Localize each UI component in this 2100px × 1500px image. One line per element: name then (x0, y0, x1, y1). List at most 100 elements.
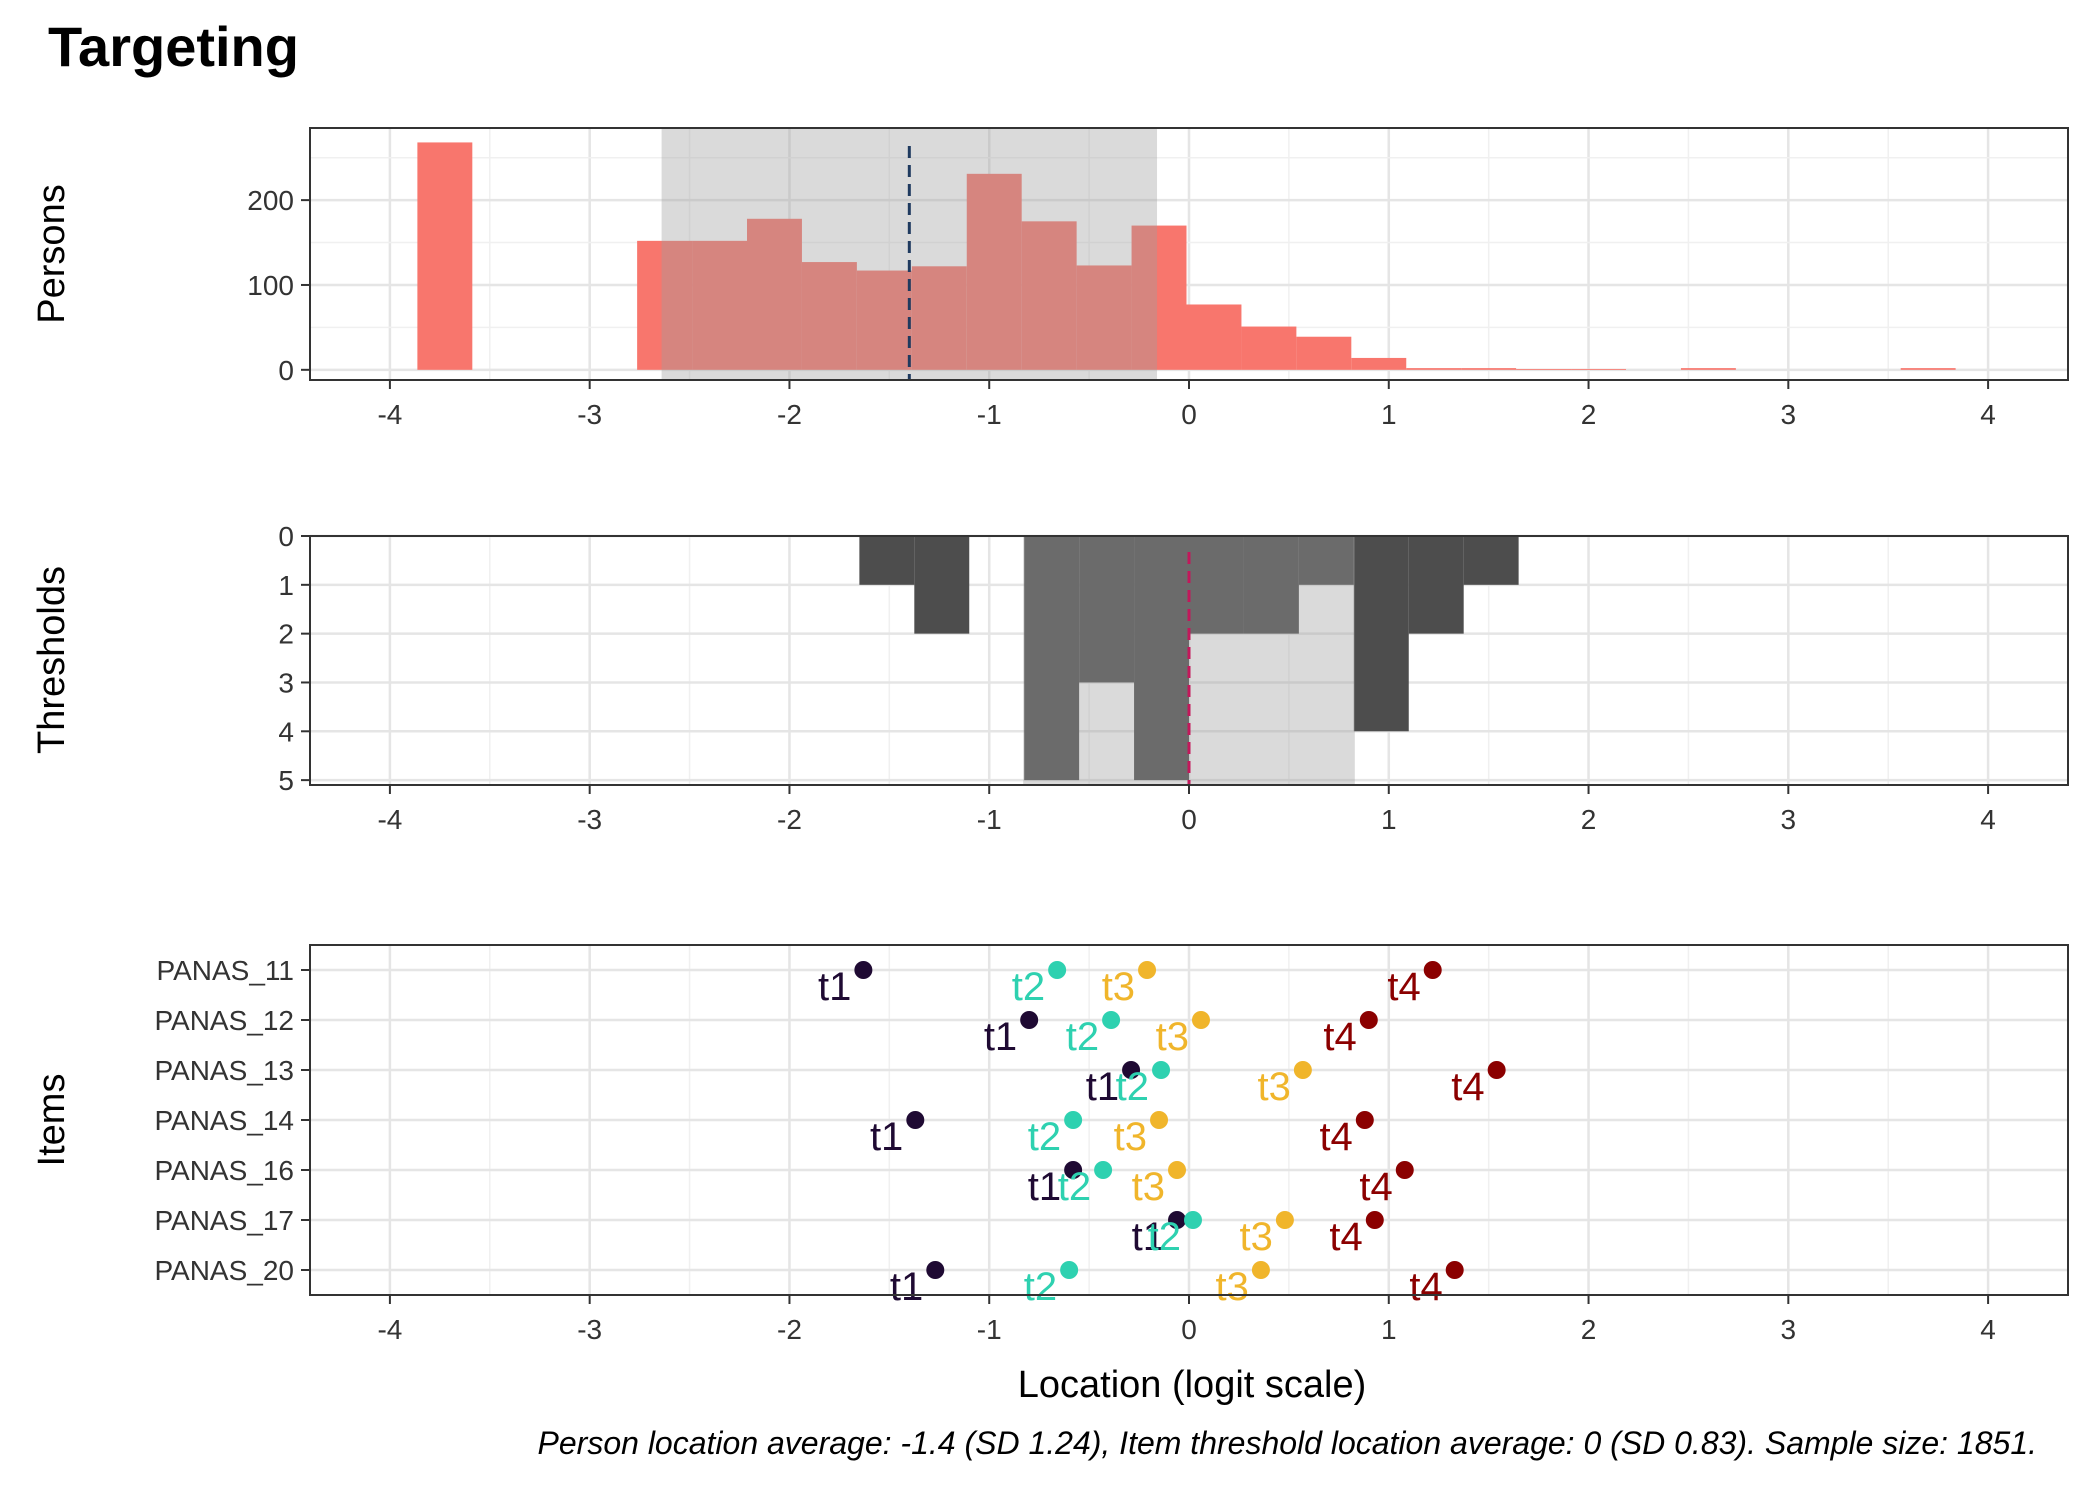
x-tick-label: 4 (1980, 399, 1996, 430)
item-label: PANAS_16 (154, 1155, 294, 1186)
panel-border (309, 127, 2069, 381)
threshold-label-t3: t3 (1102, 965, 1135, 1009)
item-label: PANAS_13 (154, 1055, 294, 1086)
y-tick-label: 100 (247, 270, 294, 301)
y-axis-title: Items (31, 1074, 73, 1167)
persons-bar (637, 240, 693, 370)
threshold-label-t1: t1 (818, 965, 851, 1009)
threshold-label-t3: t3 (1156, 1015, 1189, 1059)
y-tick-label: 200 (247, 185, 294, 216)
threshold-point-t2 (1094, 1161, 1113, 1179)
y-tick-label: 3 (278, 667, 294, 698)
y-tick-label: 5 (278, 765, 294, 796)
x-axis-title: Location (logit scale) (1018, 1364, 1367, 1406)
x-tick-label: 3 (1781, 399, 1797, 430)
threshold-point-t2 (1048, 961, 1067, 979)
threshold-point-t4 (1365, 1211, 1384, 1229)
threshold-label-t2: t2 (1066, 1015, 1099, 1059)
threshold-label-t4: t4 (1409, 1265, 1442, 1309)
threshold-point-t4 (1395, 1161, 1414, 1179)
threshold-point-t1 (1168, 1211, 1187, 1229)
x-tick-label: 1 (1381, 399, 1397, 430)
persons-bar (1021, 221, 1077, 370)
persons-panel: 0 100 200 -4 -3 -2 -1 0 1 2 3 4 Persons (31, 127, 2069, 430)
y-axis-title: Persons (31, 184, 73, 323)
threshold-point-t2 (1064, 1111, 1083, 1129)
threshold-label-t3: t3 (1240, 1215, 1273, 1259)
x-tick-label: -1 (977, 399, 1002, 430)
threshold-label-t1: t1 (984, 1015, 1017, 1059)
persons-bar (1900, 368, 1956, 370)
threshold-label-t1: t1 (1028, 1165, 1061, 1209)
threshold-label-t4: t4 (1329, 1215, 1362, 1259)
y-axis-title: Thresholds (31, 566, 73, 754)
thresholds-bar (1024, 536, 1080, 781)
threshold-label-t2: t2 (1148, 1215, 1181, 1259)
threshold-label-t1: t1 (890, 1265, 923, 1309)
thresholds-bar (1298, 536, 1354, 585)
y-tick-label: 1 (278, 570, 294, 601)
threshold-label-t2: t2 (1024, 1265, 1057, 1309)
thresholds-bar (1463, 536, 1519, 585)
x-tick-label: 4 (1980, 804, 1996, 835)
chart-title: Targeting (48, 15, 299, 78)
threshold-point-t3 (1293, 1061, 1312, 1079)
y-tick-label: 2 (278, 619, 294, 650)
item-label: PANAS_11 (157, 955, 294, 986)
x-tick-label: -4 (377, 804, 402, 835)
persons-bar (1351, 357, 1407, 370)
panel-border (309, 535, 2069, 786)
threshold-point-t2 (1183, 1211, 1202, 1229)
x-tick-label: -2 (777, 1314, 802, 1345)
threshold-point-t4 (1355, 1111, 1374, 1129)
threshold-label-t3: t3 (1258, 1065, 1291, 1109)
persons-bar (1680, 368, 1736, 370)
threshold-point-t4 (1423, 961, 1442, 979)
thresholds-panel: 0 1 2 3 4 5 -4 -3 -2 -1 0 1 2 3 4 Thresholds (31, 521, 2069, 835)
x-tick-label: 0 (1181, 804, 1197, 835)
thresholds-bar (1134, 536, 1189, 781)
x-tick-label: -1 (977, 1314, 1002, 1345)
item-label: PANAS_12 (154, 1005, 294, 1036)
persons-bar (1406, 368, 1462, 370)
thresholds-bar (859, 536, 915, 585)
x-tick-label: -2 (777, 399, 802, 430)
thresholds-bar (1079, 536, 1135, 683)
persons-bar (1296, 336, 1352, 370)
persons-bar (801, 262, 857, 370)
threshold-label-t1: t1 (1086, 1065, 1119, 1109)
persons-bar (1131, 225, 1187, 370)
persons-bar (856, 270, 912, 370)
threshold-label-t3: t3 (1114, 1115, 1147, 1159)
threshold-label-t3: t3 (1132, 1165, 1165, 1209)
threshold-point-t1 (906, 1111, 925, 1129)
thresholds-bar (1189, 536, 1244, 634)
y-tick-label: 4 (278, 716, 294, 747)
x-tick-label: 0 (1181, 1314, 1197, 1345)
x-tick-label: 1 (1381, 804, 1397, 835)
threshold-point-t1 (1122, 1061, 1141, 1079)
threshold-label-t4: t4 (1319, 1115, 1352, 1159)
persons-bar (747, 218, 802, 370)
threshold-label-t2: t2 (1028, 1115, 1061, 1159)
x-tick-label: -3 (577, 1314, 602, 1345)
threshold-label-t4: t4 (1387, 965, 1420, 1009)
persons-bar (1241, 326, 1297, 370)
items-panel: t1t1t1t1t1t1t1t2t2t2t2t2t2t2t3t3t3t3t3t3… (31, 944, 2069, 1345)
threshold-point-t2 (1060, 1261, 1079, 1279)
threshold-point-t4 (1359, 1011, 1378, 1029)
persons-bar (1571, 368, 1627, 370)
persons-bar (911, 266, 967, 370)
thresholds-bar (1353, 536, 1409, 732)
persons-bar (1516, 368, 1572, 370)
x-tick-label: 2 (1581, 1314, 1597, 1345)
threshold-label-t2: t2 (1116, 1065, 1149, 1109)
threshold-point-t3 (1275, 1211, 1294, 1229)
persons-bar (966, 173, 1022, 370)
x-tick-label: -4 (377, 399, 402, 430)
threshold-point-t2 (1152, 1061, 1171, 1079)
threshold-point-t1 (1064, 1161, 1083, 1179)
persons-bar (1076, 265, 1132, 370)
